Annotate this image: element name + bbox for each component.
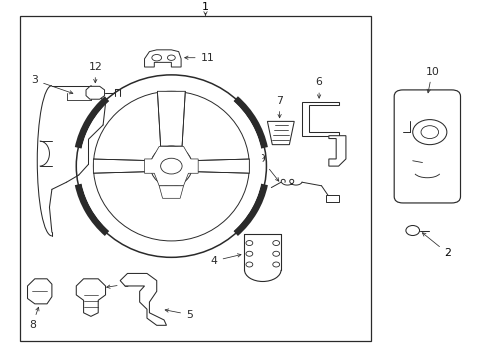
Ellipse shape [76,75,266,257]
Circle shape [272,240,279,246]
Ellipse shape [167,55,175,60]
Circle shape [420,126,438,139]
Polygon shape [27,279,52,304]
Text: 11: 11 [184,53,214,63]
Polygon shape [157,91,185,146]
Polygon shape [267,121,294,145]
Text: 9: 9 [258,154,278,181]
Polygon shape [144,147,198,186]
Ellipse shape [152,54,161,61]
Polygon shape [76,279,105,316]
Text: 3: 3 [31,75,73,94]
Polygon shape [120,274,166,325]
Circle shape [272,262,279,267]
Text: 6: 6 [315,77,322,98]
Circle shape [412,120,446,145]
Text: 12: 12 [88,62,102,83]
Circle shape [245,251,252,256]
Circle shape [272,251,279,256]
Text: 7: 7 [276,96,283,118]
Text: 8: 8 [29,307,39,330]
Text: 2: 2 [422,233,450,258]
Text: 5: 5 [165,309,192,320]
Polygon shape [144,50,181,67]
Polygon shape [326,195,338,202]
Polygon shape [192,159,249,173]
Text: 1: 1 [202,2,208,12]
Polygon shape [159,186,183,198]
Polygon shape [93,159,150,173]
FancyBboxPatch shape [393,90,460,203]
Text: 4: 4 [210,254,241,266]
Circle shape [160,158,182,174]
Ellipse shape [150,146,192,186]
Text: 10: 10 [425,67,438,93]
Ellipse shape [80,77,262,255]
Ellipse shape [93,91,249,241]
Circle shape [245,240,252,246]
Bar [20,16,370,341]
Text: 6: 6 [106,279,129,289]
Polygon shape [86,86,104,99]
Polygon shape [328,136,345,166]
Polygon shape [302,102,338,136]
Circle shape [245,262,252,267]
Circle shape [405,225,419,235]
